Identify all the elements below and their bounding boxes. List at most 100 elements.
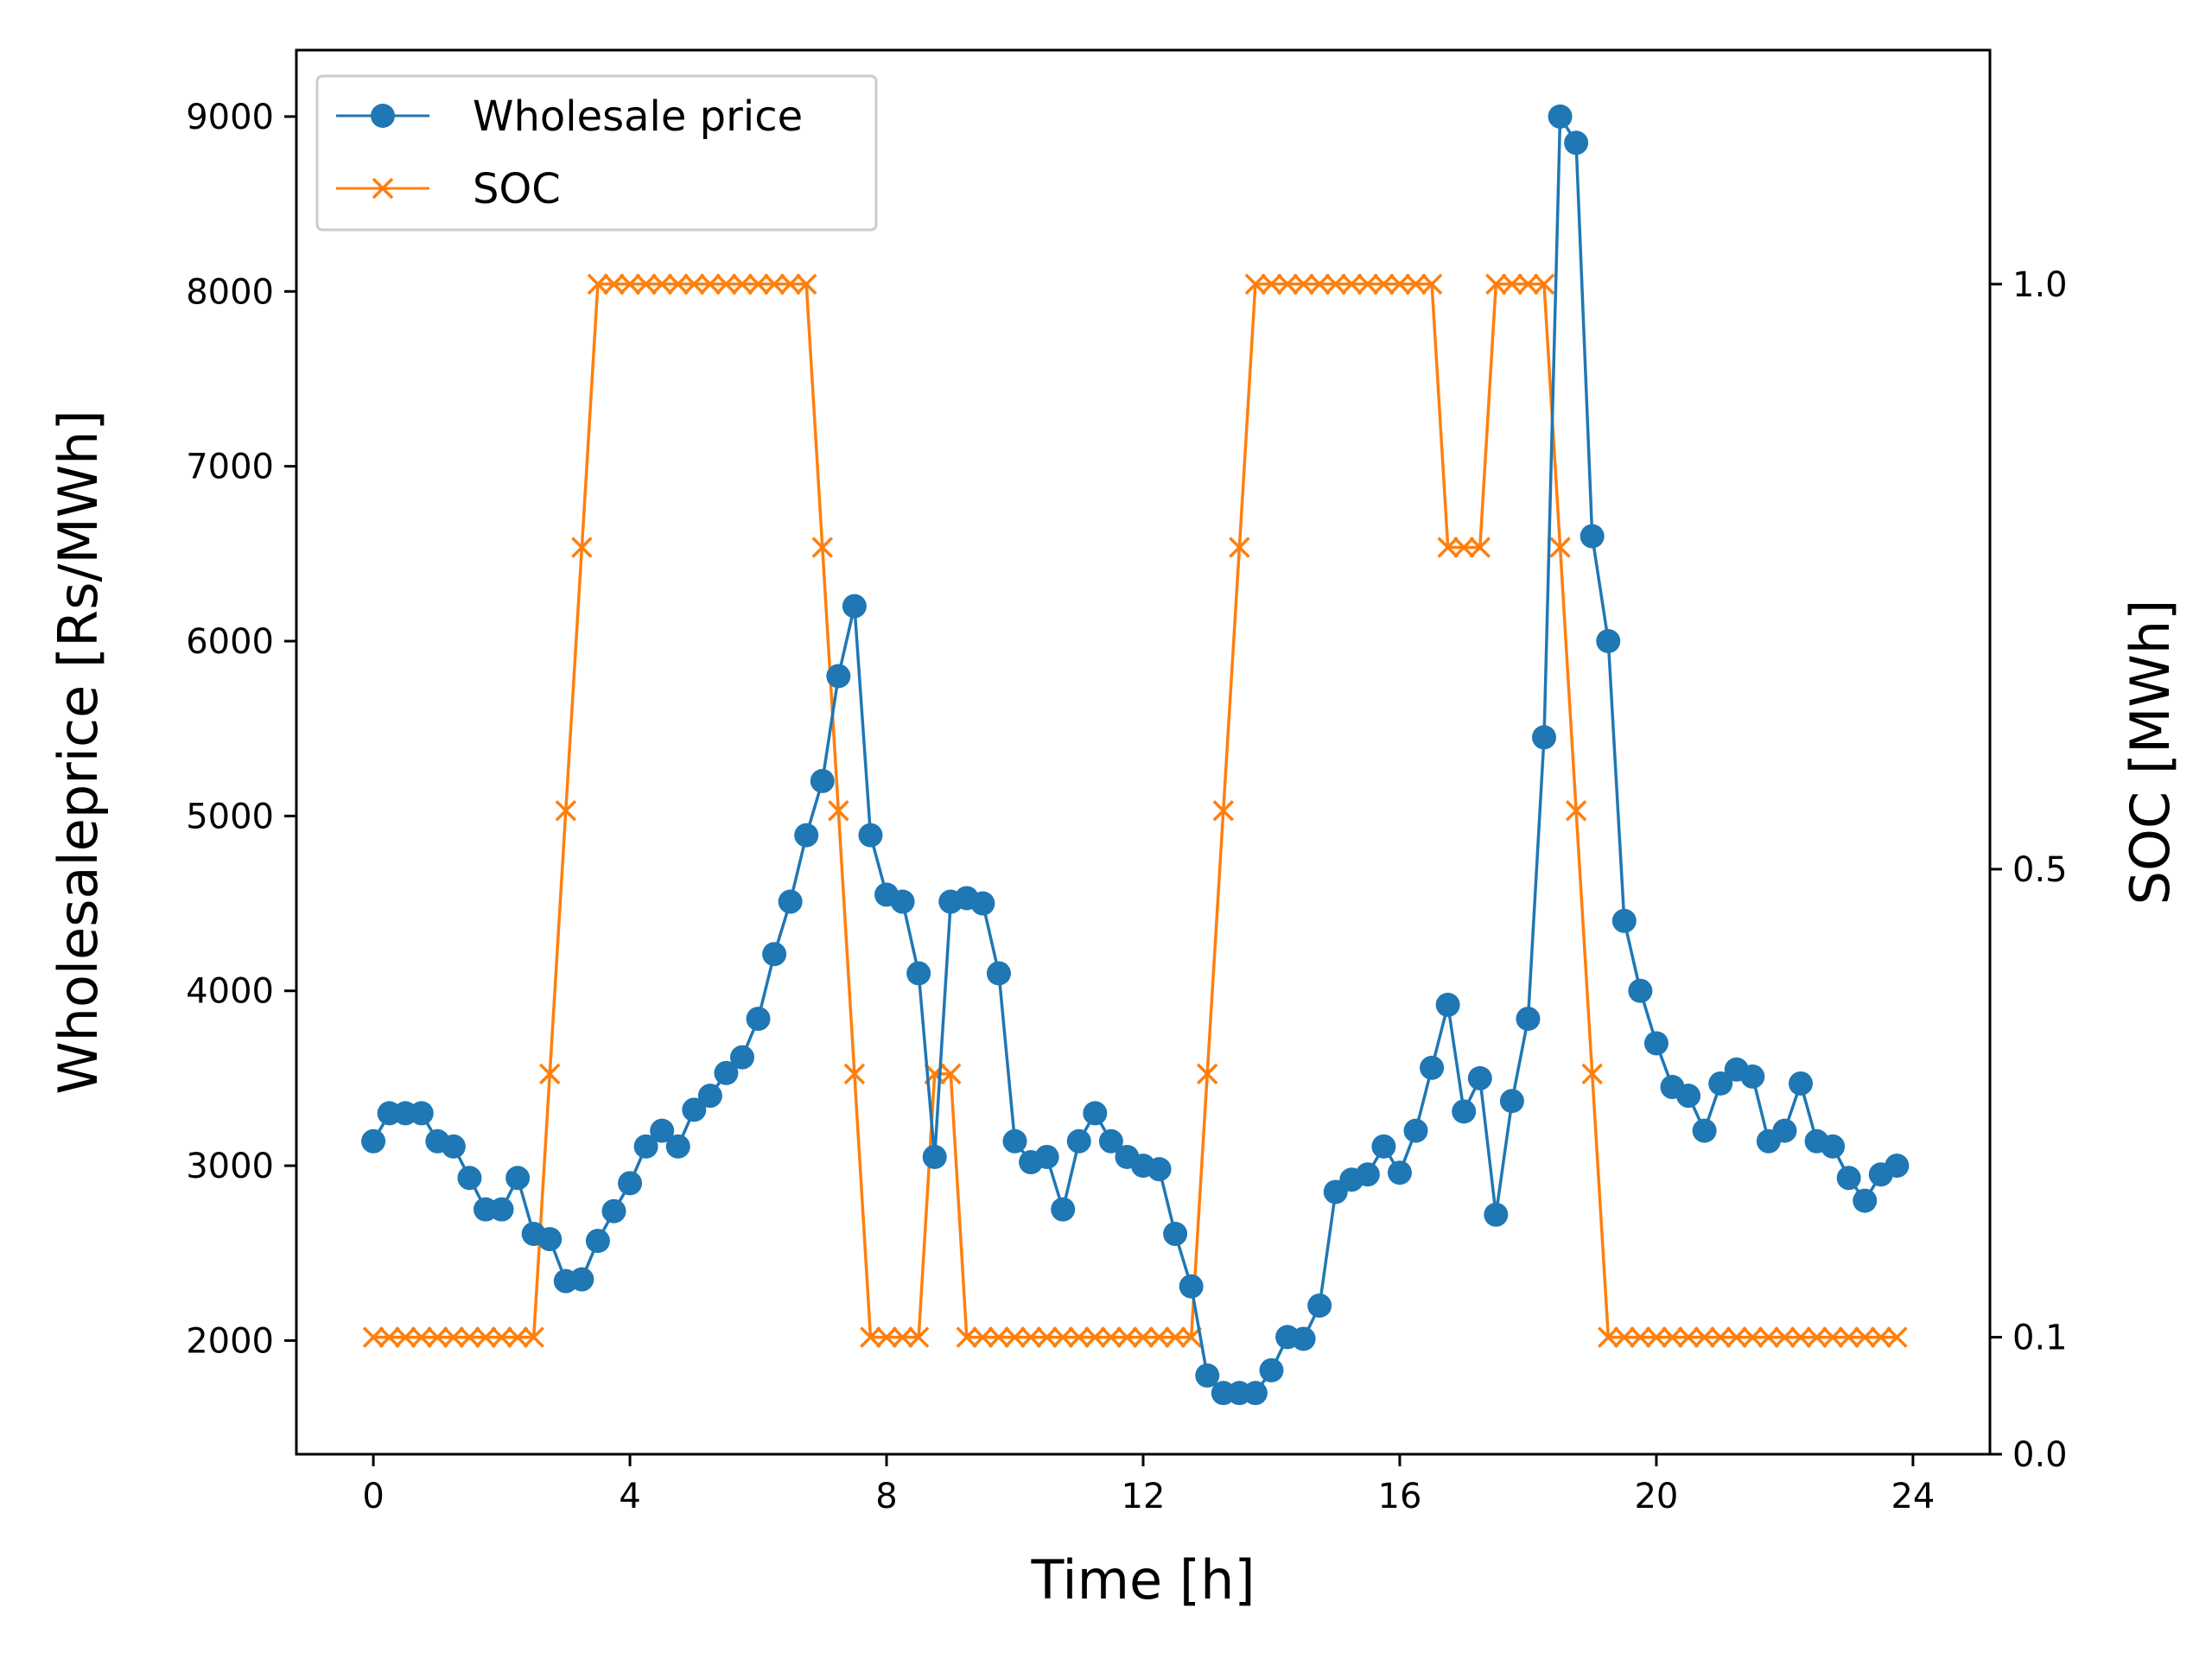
data-point-soc-stroke bbox=[1084, 1326, 1106, 1348]
data-point-soc bbox=[603, 273, 625, 296]
data-point-soc-stroke bbox=[1421, 273, 1443, 296]
data-point-soc bbox=[667, 273, 689, 296]
data-point-wholesale-price bbox=[1772, 1118, 1797, 1143]
data-point-soc-stroke bbox=[651, 273, 673, 296]
data-point-soc-stroke bbox=[1758, 1326, 1780, 1348]
data-point-wholesale-price bbox=[1179, 1274, 1204, 1299]
data-point-soc bbox=[378, 1326, 400, 1348]
data-point-wholesale-price bbox=[505, 1166, 531, 1191]
data-point-soc bbox=[442, 1326, 465, 1348]
data-point-wholesale-price bbox=[1147, 1157, 1172, 1182]
data-point-soc bbox=[539, 1063, 561, 1085]
x-tick-label: 20 bbox=[1634, 1477, 1678, 1516]
data-point-soc bbox=[1645, 1326, 1668, 1348]
x-axis: 0 4 8 12 16 20 24 bbox=[362, 1454, 1935, 1516]
data-point-soc-stroke bbox=[1726, 1326, 1747, 1348]
series-wholesale-price bbox=[361, 104, 1910, 1406]
legend-entry-wholesale-price: Wholesale price bbox=[336, 92, 803, 141]
data-point-wholesale-price bbox=[1628, 978, 1653, 1003]
data-point-wholesale-price bbox=[489, 1197, 514, 1222]
data-point-wholesale-price bbox=[601, 1198, 626, 1224]
data-point-soc-stroke bbox=[1293, 273, 1314, 296]
data-point-soc-stroke bbox=[1694, 1326, 1715, 1348]
data-point-soc bbox=[1821, 1326, 1844, 1348]
x-tick-label: 0 bbox=[362, 1477, 384, 1516]
data-point-soc-stroke bbox=[731, 273, 753, 296]
data-point-soc bbox=[795, 273, 817, 296]
data-point-wholesale-price bbox=[1307, 1293, 1332, 1318]
data-point-soc-stroke bbox=[1437, 537, 1459, 558]
data-point-soc-stroke bbox=[972, 1326, 994, 1348]
data-point-soc-stroke bbox=[1677, 1326, 1700, 1348]
data-point-wholesale-price bbox=[650, 1118, 675, 1143]
data-point-soc-stroke bbox=[635, 273, 657, 296]
data-point-soc-stroke bbox=[1148, 1326, 1170, 1348]
data-point-soc bbox=[1068, 1326, 1090, 1348]
data-point-soc bbox=[571, 537, 593, 558]
data-point-soc-stroke bbox=[474, 1326, 497, 1348]
data-point-soc-stroke bbox=[699, 273, 721, 296]
data-point-soc-stroke bbox=[1630, 1326, 1651, 1348]
data-point-wholesale-price bbox=[1291, 1326, 1316, 1351]
y2-tick-label: 1.0 bbox=[2012, 265, 2068, 305]
data-point-soc bbox=[1052, 1326, 1074, 1348]
data-point-soc-stroke bbox=[1742, 1326, 1764, 1348]
data-point-soc bbox=[1421, 273, 1443, 296]
data-point-wholesale-price bbox=[729, 1045, 754, 1070]
legend-marker-soc bbox=[372, 177, 394, 200]
data-point-soc-stroke bbox=[1886, 1326, 1908, 1348]
data-point-wholesale-price bbox=[1355, 1162, 1380, 1187]
x-tick-label: 12 bbox=[1122, 1477, 1166, 1516]
data-point-wholesale-price bbox=[1708, 1071, 1733, 1096]
data-point-soc-stroke bbox=[1389, 273, 1411, 296]
legend-label-soc: SOC bbox=[473, 165, 561, 213]
data-point-soc-stroke bbox=[1036, 1326, 1058, 1348]
data-point-wholesale-price bbox=[858, 823, 883, 848]
data-point-soc-stroke bbox=[394, 1326, 416, 1348]
data-point-soc bbox=[523, 1326, 544, 1348]
data-point-wholesale-price bbox=[1387, 1160, 1412, 1185]
data-point-soc-stroke bbox=[828, 799, 849, 822]
data-point-soc bbox=[427, 1326, 448, 1348]
data-point-soc bbox=[956, 1326, 978, 1348]
y-tick-label: 8000 bbox=[186, 272, 274, 312]
data-point-soc bbox=[1549, 537, 1571, 558]
data-point-wholesale-price bbox=[682, 1097, 707, 1122]
data-point-wholesale-price bbox=[1516, 1007, 1541, 1032]
data-point-soc-stroke bbox=[892, 1326, 913, 1348]
data-point-soc bbox=[1613, 1326, 1636, 1348]
data-point-soc bbox=[699, 273, 721, 296]
y-tick-label: 2000 bbox=[186, 1321, 274, 1361]
data-point-soc-stroke bbox=[1164, 1326, 1186, 1348]
data-point-soc bbox=[875, 1326, 898, 1348]
data-point-soc bbox=[1517, 273, 1539, 296]
data-point-wholesale-price bbox=[810, 768, 835, 793]
data-point-soc bbox=[491, 1326, 512, 1348]
data-point-wholesale-price bbox=[1740, 1064, 1765, 1089]
data-point-wholesale-price bbox=[1499, 1089, 1524, 1114]
data-point-soc bbox=[940, 1063, 962, 1085]
data-point-soc bbox=[892, 1326, 913, 1348]
data-point-soc bbox=[1452, 537, 1475, 558]
data-point-soc bbox=[972, 1326, 994, 1348]
data-point-soc-stroke bbox=[715, 273, 737, 296]
data-point-soc bbox=[1726, 1326, 1747, 1348]
data-point-wholesale-price bbox=[1836, 1166, 1861, 1191]
data-point-wholesale-price bbox=[1853, 1188, 1878, 1213]
data-point-soc bbox=[1164, 1326, 1186, 1348]
data-point-soc bbox=[1677, 1326, 1700, 1348]
data-point-soc-stroke bbox=[410, 1326, 433, 1348]
data-point-soc bbox=[1020, 1326, 1042, 1348]
data-point-soc-stroke bbox=[1501, 273, 1523, 296]
x-tick-label: 4 bbox=[619, 1477, 640, 1516]
data-point-soc-stroke bbox=[1533, 273, 1555, 296]
data-point-soc bbox=[1598, 1326, 1619, 1348]
y-tick-label: 5000 bbox=[186, 797, 274, 836]
data-point-soc-stroke bbox=[1052, 1326, 1074, 1348]
data-point-soc-stroke bbox=[1645, 1326, 1668, 1348]
data-point-soc bbox=[683, 273, 705, 296]
data-point-soc-stroke bbox=[1244, 273, 1267, 296]
data-point-wholesale-price bbox=[1580, 524, 1605, 549]
data-point-soc bbox=[1533, 273, 1555, 296]
